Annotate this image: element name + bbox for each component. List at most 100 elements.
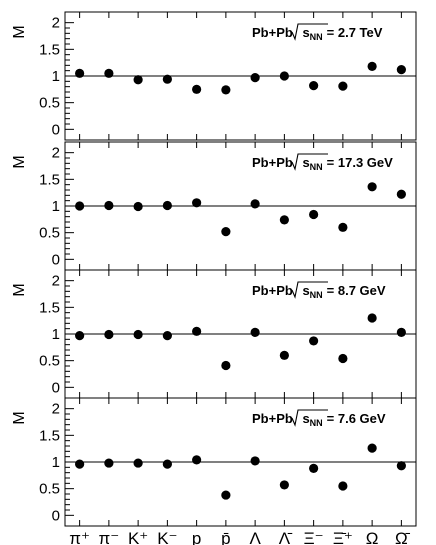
data-point-5 (192, 84, 202, 94)
annotation-sqrt-symbol: s (302, 283, 309, 298)
data-point-5 (192, 198, 202, 208)
data-point-3 (133, 75, 143, 85)
data-point-3 (133, 201, 143, 212)
data-point-7 (250, 199, 260, 209)
panel-annotation: Pb+Pb sNN = 8.7 GeV (252, 283, 386, 300)
data-point-2 (104, 329, 114, 340)
data-point-7 (250, 327, 260, 337)
data-point-10 (338, 222, 348, 232)
data-point-5 (192, 455, 202, 465)
sqrt-radical (291, 409, 328, 427)
data-point-9 (309, 81, 319, 91)
data-point-6 (221, 490, 231, 500)
panel-3: 0 0.5 1 1.5 2 M Pb+Pb sNN = 8.7 GeV (11, 269, 417, 399)
x-category-label: π⁻ (99, 529, 120, 545)
y-tick-label: 0 (52, 251, 60, 268)
data-point-3 (133, 458, 143, 468)
annotation-system: Pb+Pb (252, 411, 296, 426)
data-point-2 (104, 68, 114, 78)
y-tick-label: 2 (52, 273, 60, 290)
data-point-10 (338, 481, 348, 491)
data-point-4 (162, 200, 172, 211)
y-tick-label: 1.5 (39, 171, 60, 188)
x-category-label: p (192, 529, 201, 545)
data-point-8 (279, 71, 289, 81)
x-category-label: K⁺ (128, 529, 148, 545)
y-tick-label: 2 (52, 145, 60, 162)
panel-annotation: Pb+Pb sNN = 7.6 GeV (252, 411, 386, 428)
data-point-4 (162, 459, 172, 469)
y-tick-label: 1 (52, 454, 60, 471)
x-category-label: Λ̄ (279, 529, 293, 545)
data-point-5 (192, 326, 202, 336)
y-tick-label: 1.5 (39, 41, 60, 58)
annotation-system: Pb+Pb (252, 155, 296, 170)
data-point-11 (367, 443, 377, 453)
y-tick-label: 1.5 (39, 299, 60, 316)
panel-annotation: Pb+Pb sNN = 17.3 GeV (252, 155, 393, 172)
data-point-8 (279, 350, 289, 360)
data-point-9 (309, 336, 319, 346)
x-category-label: Ω̄ (395, 529, 411, 545)
data-point-6 (221, 227, 231, 237)
data-point-7 (250, 456, 260, 466)
y-tick-label: 0 (52, 379, 60, 396)
annotation-subscript: NN (310, 418, 323, 428)
data-point-6 (221, 85, 231, 95)
annotation-subscript: NN (310, 290, 323, 300)
data-point-12 (396, 189, 406, 199)
annotation-subscript: NN (310, 162, 323, 172)
annotation-system: Pb+Pb (252, 283, 296, 298)
data-point-1 (75, 331, 85, 341)
y-tick-label: 1 (52, 198, 60, 215)
y-tick-label: 1.5 (39, 427, 60, 444)
sqrt-radical (291, 153, 328, 171)
data-point-11 (367, 313, 377, 323)
annotation-sqrt-symbol: s (302, 155, 309, 170)
y-axis-label: M (11, 25, 28, 38)
y-tick-label: 0.5 (39, 225, 60, 242)
x-category-label: Ξ⁻ (304, 529, 324, 545)
data-point-8 (279, 480, 289, 490)
data-point-9 (309, 463, 319, 473)
y-tick-label: 1 (52, 326, 60, 343)
y-tick-label: 0.5 (39, 353, 60, 370)
x-category-label: Ξ̄⁺ (333, 529, 353, 545)
annotation-energy: = 17.3 GeV (327, 155, 393, 170)
y-axis-label: M (11, 283, 28, 296)
annotation-energy: = 2.7 TeV (327, 25, 383, 40)
panel-annotation: Pb+Pb sNN = 2.7 TeV (252, 25, 383, 42)
x-category-label: π⁺ (69, 529, 90, 545)
sqrt-radical (291, 23, 328, 41)
data-point-4 (162, 74, 172, 84)
data-point-7 (250, 73, 260, 83)
annotation-system: Pb+Pb (252, 25, 296, 40)
data-point-1 (75, 68, 85, 78)
annotation-energy: = 7.6 GeV (327, 411, 386, 426)
panel-1: 0 0.5 1 1.5 2 M Pb+Pb sNN = 2.7 TeV (11, 11, 417, 141)
panel-4: 0 0.5 1 1.5 2 M Pb+Pb sNN = 7.6 GeV (11, 397, 417, 527)
y-tick-label: 2 (52, 15, 60, 32)
data-point-12 (396, 461, 406, 471)
y-tick-label: 0 (52, 507, 60, 524)
y-tick-label: 2 (52, 401, 60, 418)
data-point-2 (104, 458, 114, 468)
y-axis-label: M (11, 411, 28, 424)
x-category-label: Ω (366, 529, 379, 545)
y-tick-label: 0.5 (39, 481, 60, 498)
data-point-2 (104, 200, 114, 211)
data-point-4 (162, 331, 172, 341)
x-category-label: Λ (249, 529, 261, 545)
y-axis-label: M (11, 155, 28, 168)
data-point-10 (338, 81, 348, 91)
annotation-energy: = 8.7 GeV (327, 283, 386, 298)
panel-2: 0 0.5 1 1.5 2 M Pb+Pb sNN = 17.3 GeV (11, 141, 417, 271)
data-point-6 (221, 360, 231, 371)
x-category-label: p̄ (221, 529, 230, 545)
data-point-8 (279, 215, 289, 225)
data-point-12 (396, 65, 406, 75)
x-category-label: K⁻ (157, 529, 177, 545)
annotation-subscript: NN (310, 32, 323, 42)
data-point-3 (133, 329, 143, 340)
